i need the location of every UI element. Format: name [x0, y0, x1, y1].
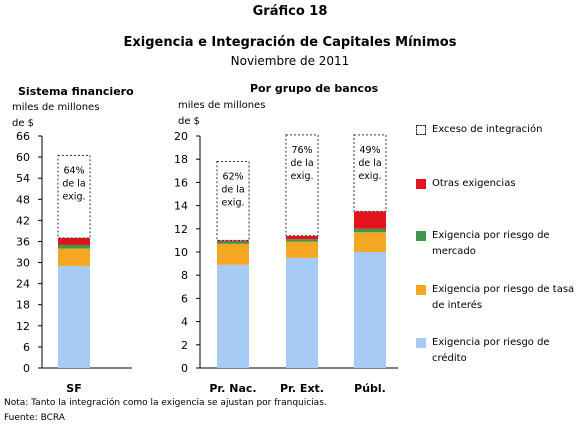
- y-tick-label: 20: [174, 130, 188, 143]
- bar-annotation: de la: [358, 158, 381, 169]
- y-tick-label: 2: [181, 339, 188, 352]
- bar-segment-otras: [286, 235, 318, 240]
- bar-annotation: de la: [62, 178, 85, 189]
- y-tick-label: 12: [174, 223, 188, 236]
- y-tick-label: 66: [16, 130, 30, 143]
- bar-segment-credito: [217, 264, 249, 368]
- figure-number: Gráfico 18: [252, 4, 328, 19]
- bar-annotation: de la: [290, 158, 313, 169]
- bar-annotation: exig.: [291, 171, 314, 182]
- bar-segment-otras: [354, 211, 386, 229]
- legend-label-otras: Otras exigencias: [432, 178, 516, 189]
- y-tick-label: 4: [181, 316, 188, 329]
- bar-segment-tasa: [286, 241, 318, 258]
- legend-label-tasa: Exigencia por riesgo de tasa de interés: [432, 284, 575, 311]
- bar-annotation: 76%: [291, 145, 312, 156]
- left-y-axis-label: miles de millones de $: [12, 102, 100, 129]
- y-tick-label: 48: [16, 193, 30, 206]
- chart-subtitle: Noviembre de 2011: [230, 54, 350, 68]
- y-tick-label: 54: [16, 172, 30, 185]
- y-tick-label: 6: [23, 341, 30, 354]
- right-y-axis-label: miles de millones de $: [178, 100, 266, 127]
- y-tick-label: 42: [16, 214, 30, 227]
- y-tick-label: 12: [16, 320, 30, 333]
- bar-segment-tasa: [217, 243, 249, 265]
- legend-swatch-mercado: [416, 231, 426, 241]
- bar-annotation: de la: [221, 185, 244, 196]
- bar-annotation: 62%: [222, 172, 243, 183]
- legend-label-credito: Exigencia por riesgo de crédito: [432, 337, 550, 364]
- y-tick-label: 14: [174, 200, 188, 213]
- bar-annotation: 64%: [63, 165, 84, 176]
- y-tick-label: 0: [181, 362, 188, 375]
- y-tick-label: 10: [174, 246, 188, 259]
- bar-segment-mercado: [217, 241, 249, 244]
- y-tick-label: 8: [181, 269, 188, 282]
- y-tick-label: 36: [16, 235, 30, 248]
- bar-segment-tasa: [354, 232, 386, 252]
- legend-swatch-credito: [416, 338, 426, 348]
- bar-segment-credito: [58, 266, 90, 368]
- bar-segment-credito: [354, 252, 386, 368]
- x-tick-label-p-bl: Públ.: [354, 382, 386, 395]
- x-tick-label-sf: SF: [66, 382, 81, 395]
- left-panel-title: Sistema financiero: [18, 85, 134, 98]
- y-tick-label: 16: [174, 176, 188, 189]
- legend-swatch-tasa: [416, 285, 426, 295]
- bar-annotation: exig.: [222, 198, 245, 209]
- legend-swatch-exceso: [416, 125, 426, 135]
- chart-note: Nota: Tanto la integración como la exige…: [4, 398, 327, 408]
- bar-annotation: 49%: [359, 145, 380, 156]
- y-tick-label: 0: [23, 362, 30, 375]
- legend-label-mercado: Exigencia por riesgo de mercado: [432, 230, 550, 257]
- y-tick-label: 6: [181, 292, 188, 305]
- y-tick-label: 30: [16, 257, 30, 270]
- bar-segment-exceso: [353, 134, 387, 212]
- bar-segment-exceso: [57, 154, 91, 239]
- legend-swatch-otras: [416, 179, 426, 189]
- bar-segment-tasa: [58, 248, 90, 267]
- y-tick-label: 24: [16, 278, 30, 291]
- y-tick-label: 60: [16, 151, 30, 164]
- y-tick-label: 18: [174, 153, 188, 166]
- bar-annotation: exig.: [359, 171, 382, 182]
- bar-segment-mercado: [58, 244, 90, 249]
- legend-label-exceso: Exceso de integración: [432, 124, 543, 135]
- bar-segment-otras: [217, 240, 249, 242]
- y-tick-label: 18: [16, 299, 30, 312]
- bar-annotation: exig.: [63, 191, 86, 202]
- bar-segment-exceso: [216, 161, 250, 241]
- right-panel-title: Por grupo de bancos: [250, 82, 379, 95]
- bar-segment-otras: [58, 237, 90, 245]
- x-tick-label-pr-ext: Pr. Ext.: [280, 382, 324, 395]
- bar-segment-exceso: [285, 134, 319, 237]
- bar-segment-credito: [286, 257, 318, 368]
- x-tick-label-pr-nac: Pr. Nac.: [209, 382, 256, 395]
- chart-title: Exigencia e Integración de Capitales Mín…: [123, 35, 457, 50]
- chart-source: Fuente: BCRA: [4, 413, 65, 423]
- bar-segment-mercado: [286, 239, 318, 242]
- bar-segment-mercado: [354, 228, 386, 233]
